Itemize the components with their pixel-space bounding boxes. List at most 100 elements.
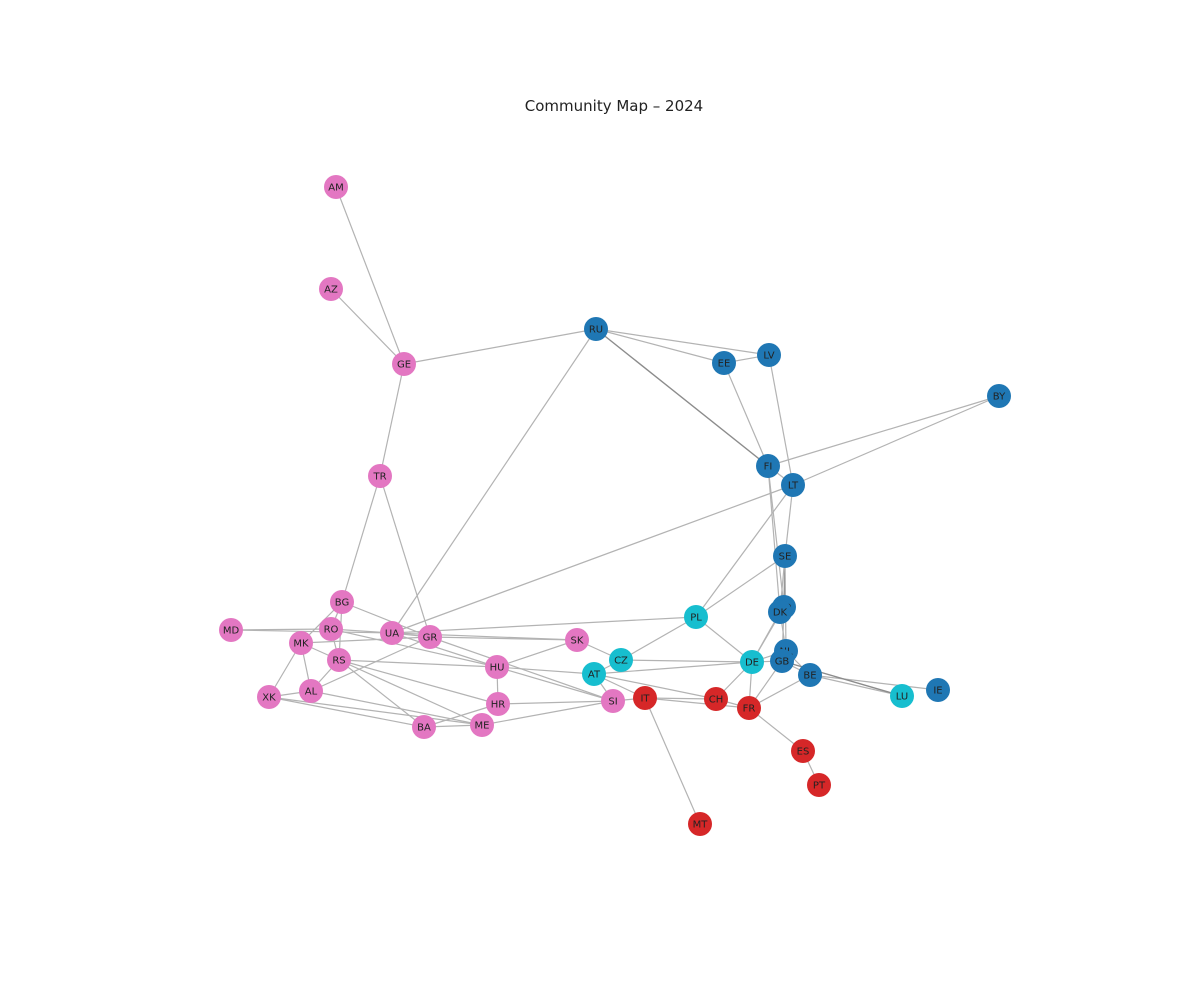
node-mk[interactable]: MK: [289, 631, 313, 655]
node-be[interactable]: BE: [798, 663, 822, 687]
edge-at-hu: [496, 666, 595, 675]
node-ua[interactable]: UA: [380, 621, 404, 645]
edge-si-hr: [497, 700, 614, 705]
node-circle: [327, 648, 351, 672]
node-ie[interactable]: IE: [926, 678, 950, 702]
node-hu[interactable]: HU: [485, 655, 509, 679]
edge-tr-bg: [341, 475, 381, 603]
node-gr[interactable]: GR: [418, 625, 442, 649]
node-label: GB: [775, 657, 790, 668]
node-pt[interactable]: PT: [807, 773, 831, 797]
node-circle: [770, 649, 794, 673]
node-se[interactable]: SE: [773, 544, 797, 568]
node-label: HU: [490, 663, 505, 674]
node-tr[interactable]: TR: [368, 464, 392, 488]
node-circle: [392, 352, 416, 376]
node-es[interactable]: ES: [791, 739, 815, 763]
node-sk[interactable]: SK: [565, 628, 589, 652]
node-hr[interactable]: HR: [486, 692, 510, 716]
node-label: BE: [803, 671, 816, 682]
edge-gr-bg: [341, 601, 431, 638]
node-al[interactable]: AL: [299, 679, 323, 703]
edge-az-ge: [330, 288, 405, 365]
diagram-title: Community Map – 2024: [525, 97, 703, 115]
node-circle: [688, 812, 712, 836]
node-bg[interactable]: BG: [330, 590, 354, 614]
node-lu[interactable]: LU: [890, 684, 914, 708]
node-az[interactable]: AZ: [319, 277, 343, 301]
node-circle: [584, 317, 608, 341]
edge-al-gr: [310, 636, 431, 692]
node-label: XK: [262, 693, 276, 704]
node-label: AL: [305, 687, 318, 698]
node-ge[interactable]: GE: [392, 352, 416, 376]
node-me[interactable]: ME: [470, 713, 494, 737]
node-pl[interactable]: PL: [684, 605, 708, 629]
edge-by-lt: [792, 395, 1000, 486]
node-circle: [470, 713, 494, 737]
node-dk[interactable]: DK: [768, 600, 792, 624]
node-label: BY: [993, 392, 1006, 403]
node-gb[interactable]: GB: [770, 649, 794, 673]
node-circle: [486, 692, 510, 716]
node-label: CZ: [614, 656, 628, 667]
node-label: MD: [223, 626, 240, 637]
node-circle: [219, 618, 243, 642]
node-ee[interactable]: EE: [712, 351, 736, 375]
node-ru[interactable]: RU: [584, 317, 608, 341]
edge-ch-at: [593, 673, 717, 700]
edge-md-ua: [230, 629, 393, 634]
edge-fi-dk: [767, 465, 781, 613]
node-ch[interactable]: CH: [704, 687, 728, 711]
node-am[interactable]: AM: [324, 175, 348, 199]
node-cz[interactable]: CZ: [609, 648, 633, 672]
edge-cz-de: [620, 659, 753, 663]
node-it[interactable]: IT: [633, 686, 657, 710]
node-circle: [781, 473, 805, 497]
node-circle: [684, 605, 708, 629]
node-lt[interactable]: LT: [781, 473, 805, 497]
node-md[interactable]: MD: [219, 618, 243, 642]
node-ba[interactable]: BA: [412, 715, 436, 739]
node-at[interactable]: AT: [582, 662, 606, 686]
node-label: IE: [933, 686, 942, 697]
edge-hu-sk: [496, 639, 578, 668]
edge-ro-hu: [330, 628, 498, 668]
node-label: SK: [571, 636, 584, 647]
node-circle: [582, 662, 606, 686]
edge-si-hu: [496, 666, 614, 702]
edge-lv-lt: [768, 354, 794, 486]
edge-me-xk: [268, 696, 483, 726]
node-by[interactable]: BY: [987, 384, 1011, 408]
node-label: FI: [764, 462, 773, 473]
edge-ru-ee: [595, 328, 725, 364]
node-circle: [756, 454, 780, 478]
node-label: AZ: [324, 285, 338, 296]
node-rs[interactable]: RS: [327, 648, 351, 672]
edge-ba-rs: [338, 659, 425, 728]
node-circle: [740, 650, 764, 674]
node-xk[interactable]: XK: [257, 685, 281, 709]
node-circle: [319, 277, 343, 301]
node-label: UA: [385, 629, 399, 640]
node-label: BA: [417, 723, 431, 734]
node-label: SI: [608, 697, 617, 708]
node-fi[interactable]: FI: [756, 454, 780, 478]
node-circle: [798, 663, 822, 687]
node-label: FR: [743, 704, 756, 715]
edge-tr-gr: [379, 475, 431, 638]
node-de[interactable]: DE: [740, 650, 764, 674]
node-label: ES: [797, 747, 810, 758]
node-label: LV: [763, 351, 774, 362]
node-si[interactable]: SI: [601, 689, 625, 713]
edge-hr-rs: [338, 659, 499, 705]
node-label: RS: [332, 656, 345, 667]
node-ro[interactable]: RO: [319, 617, 343, 641]
node-circle: [791, 739, 815, 763]
node-mt[interactable]: MT: [688, 812, 712, 836]
node-circle: [768, 600, 792, 624]
node-lv[interactable]: LV: [757, 343, 781, 367]
node-fr[interactable]: FR: [737, 696, 761, 720]
node-label: PL: [690, 613, 702, 624]
node-circle: [633, 686, 657, 710]
